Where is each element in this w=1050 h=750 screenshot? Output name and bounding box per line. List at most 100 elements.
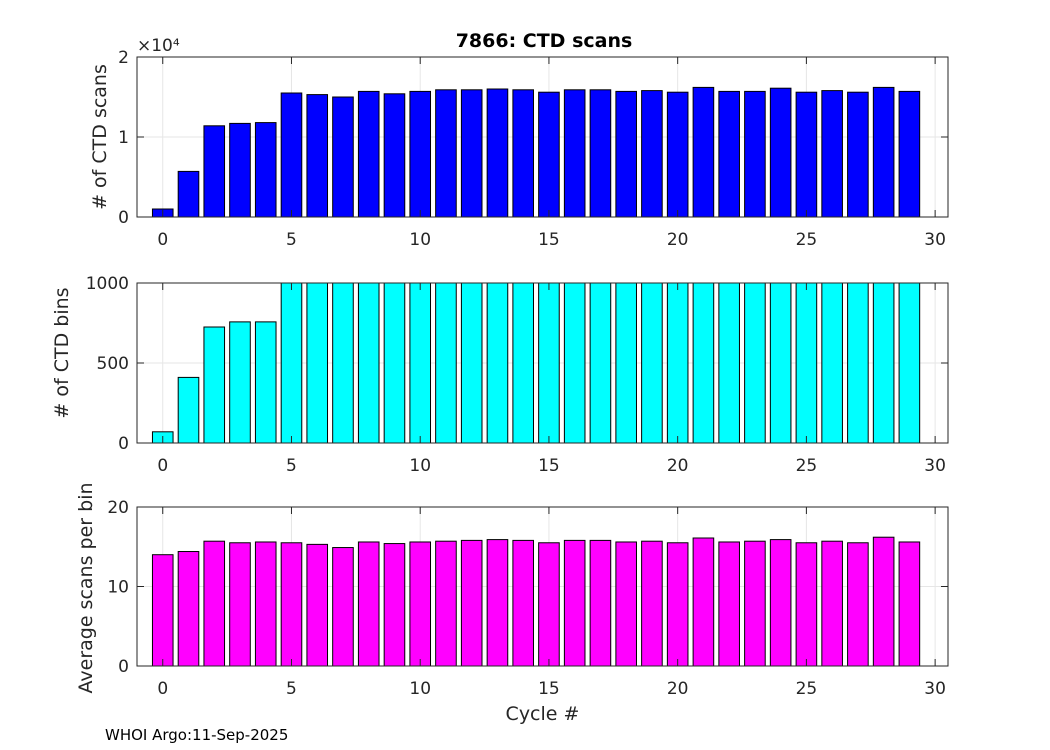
x-tick-label: 30 (924, 230, 946, 250)
y-tick-label: 0 (118, 657, 129, 677)
bar (512, 539, 534, 667)
bar (383, 282, 406, 444)
bar (229, 321, 251, 444)
bar (435, 282, 457, 444)
bar (898, 282, 921, 444)
bar (409, 541, 432, 667)
bar (280, 282, 303, 444)
bar (435, 540, 457, 667)
bar (409, 282, 432, 444)
bar (769, 282, 792, 444)
bar (666, 282, 689, 444)
x-tick-label: 15 (538, 230, 560, 250)
bar (332, 96, 354, 218)
bar (177, 170, 200, 218)
bar (615, 282, 637, 444)
x-tick-label: 0 (157, 230, 168, 250)
bar (486, 539, 509, 667)
x-tick-label: 0 (157, 456, 168, 476)
bar (332, 282, 354, 444)
x-tick-label: 20 (667, 230, 689, 250)
bar (718, 541, 740, 667)
bar (435, 89, 457, 218)
bar (847, 542, 869, 667)
bar (821, 282, 843, 444)
bar (306, 94, 329, 218)
bar (718, 90, 740, 218)
y-tick-label: 0 (118, 434, 129, 454)
bar (821, 540, 843, 667)
bar (203, 125, 226, 218)
bar (254, 541, 277, 667)
bar (589, 539, 612, 667)
plot-ctd-bins: 0 5 10 15 20 25 30 0 500 1000 # of CTD bins (51, 274, 949, 476)
bar (306, 282, 329, 444)
bar (795, 91, 818, 218)
y-axis-label: # of CTD scans (89, 64, 111, 210)
bar (460, 282, 483, 444)
bar (898, 90, 921, 218)
bar (847, 91, 869, 218)
bar (254, 321, 277, 444)
bar (357, 282, 380, 444)
x-tick-label: 15 (538, 456, 560, 476)
bar (821, 90, 843, 218)
bar (280, 542, 303, 667)
bar (151, 554, 174, 667)
bar (666, 542, 689, 667)
bar (177, 376, 200, 444)
bar (744, 90, 766, 218)
bar (229, 542, 251, 667)
y-tick-label: 1 (118, 128, 129, 148)
bar (383, 93, 406, 218)
x-tick-label: 30 (924, 456, 946, 476)
bar (177, 551, 200, 667)
bar (306, 543, 329, 667)
bar (769, 87, 792, 218)
bar (589, 282, 612, 444)
bar (563, 539, 586, 667)
bar (486, 282, 509, 444)
bar (254, 122, 277, 218)
bar (641, 282, 663, 444)
bar (512, 89, 534, 218)
bar (332, 547, 354, 667)
y-tick-label: 20 (107, 498, 129, 518)
bar (744, 540, 766, 667)
bar (563, 89, 586, 218)
bar (641, 540, 663, 667)
y-tick-label: 0 (118, 208, 129, 228)
bar (898, 541, 921, 667)
plot-ctd-scans: 0 5 10 15 20 25 30 0 1 2 ×10⁴ # of CTD scans (89, 36, 949, 250)
bar (538, 282, 560, 444)
bar (872, 282, 895, 444)
bar (666, 91, 689, 218)
x-tick-label: 0 (157, 679, 168, 699)
bar (486, 88, 509, 218)
bar (357, 541, 380, 667)
x-axis-label: Cycle # (506, 703, 580, 725)
x-tick-label: 5 (286, 456, 297, 476)
bar (615, 541, 637, 667)
bar (512, 282, 534, 444)
bar (563, 282, 586, 444)
y-exponent-label: ×10⁴ (137, 36, 180, 56)
x-tick-label: 15 (538, 679, 560, 699)
y-axis-label: # of CTD bins (51, 287, 73, 418)
bar (692, 86, 715, 218)
plot-average-scans-per-bin: 0 5 10 15 20 25 30 0 10 20 Average scans per bin Cy… (75, 482, 949, 725)
bar (692, 537, 715, 667)
bar (718, 282, 740, 444)
bar (872, 86, 895, 218)
x-tick-label: 5 (286, 230, 297, 250)
bar (280, 92, 303, 218)
figure-title: 7866: CTD scans (456, 30, 633, 52)
bar (589, 89, 612, 218)
bar (203, 326, 226, 444)
x-tick-label: 10 (409, 230, 431, 250)
y-tick-label: 2 (118, 48, 129, 68)
bar (460, 89, 483, 218)
bar (795, 282, 818, 444)
bar (692, 282, 715, 444)
bar (795, 542, 818, 667)
